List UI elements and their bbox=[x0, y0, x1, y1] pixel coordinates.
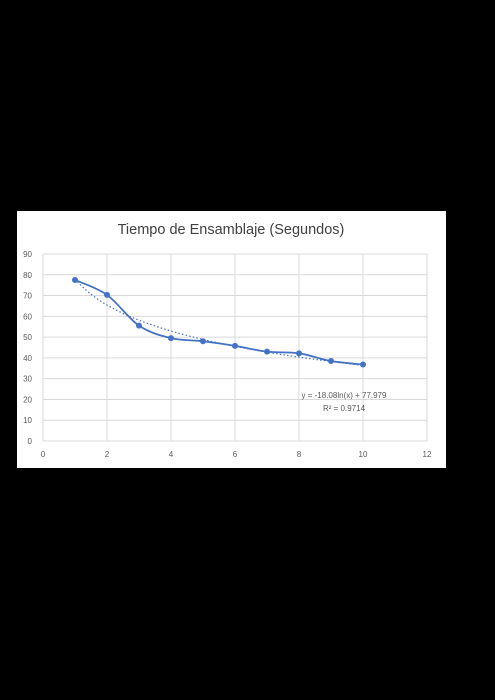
data-point bbox=[104, 291, 110, 298]
y-tick-label: 70 bbox=[23, 292, 32, 301]
x-tick-label: 10 bbox=[359, 450, 368, 459]
trendline bbox=[74, 278, 364, 367]
y-tick-label: 50 bbox=[23, 333, 32, 342]
data-point bbox=[72, 276, 78, 283]
y-tick-label: 0 bbox=[28, 437, 33, 446]
x-tick-label: 6 bbox=[233, 450, 238, 459]
y-tick-label: 90 bbox=[23, 250, 32, 259]
x-tick-label: 2 bbox=[105, 450, 110, 459]
series-layer bbox=[72, 276, 366, 368]
data-point bbox=[168, 335, 174, 342]
y-tick-label: 60 bbox=[23, 312, 32, 321]
data-point bbox=[232, 342, 238, 349]
data-point bbox=[200, 338, 206, 345]
data-point bbox=[136, 322, 142, 329]
y-tick-label: 30 bbox=[23, 375, 32, 384]
x-tick-label: 4 bbox=[169, 450, 174, 459]
y-tick-label: 80 bbox=[23, 271, 32, 280]
series-line bbox=[74, 279, 364, 366]
chart-panel: Tiempo de Ensamblaje (Segundos) 0 10 20 30 4… bbox=[17, 211, 446, 468]
trendline-layer bbox=[74, 278, 364, 367]
chart-title: Tiempo de Ensamblaje (Segundos) bbox=[118, 222, 345, 238]
x-tick-label: 8 bbox=[297, 450, 302, 459]
x-tick-label: 0 bbox=[41, 450, 46, 459]
y-tick-label: 10 bbox=[23, 416, 32, 425]
x-tick-label: 12 bbox=[423, 450, 432, 459]
data-point bbox=[328, 358, 334, 365]
trendline-equation: y = -18.08ln(x) + 77.979 bbox=[302, 391, 387, 400]
axis-labels: 0 10 20 30 40 50 60 70 80 90 0 2 4 6 8 10 12 bbox=[23, 250, 432, 459]
y-tick-label: 20 bbox=[23, 395, 32, 404]
trendline-r-squared: R² = 0.9714 bbox=[323, 404, 366, 413]
y-tick-label: 40 bbox=[23, 354, 32, 363]
data-point bbox=[360, 361, 366, 368]
data-point bbox=[296, 350, 302, 357]
data-point bbox=[264, 348, 270, 355]
chart-svg: Tiempo de Ensamblaje (Segundos) 01020304… bbox=[23, 222, 432, 459]
